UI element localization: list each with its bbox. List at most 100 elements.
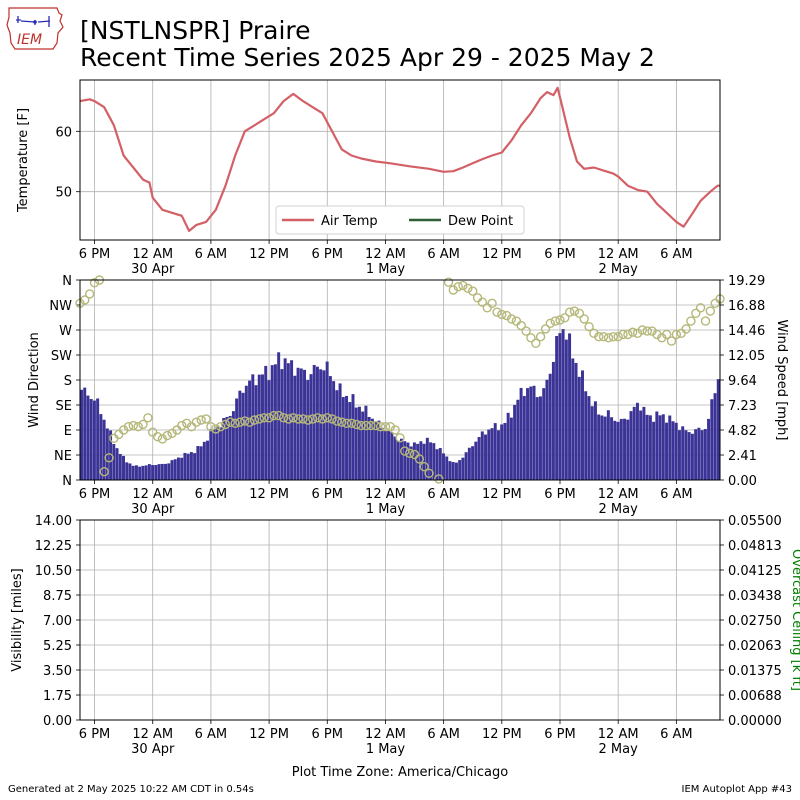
x-tick-label: 6 PM: [312, 727, 343, 742]
wind-speed-bar: [176, 457, 180, 480]
wind-direction-marker: [453, 282, 463, 292]
wind-speed-bar: [244, 385, 248, 480]
wind-speed-bar: [267, 380, 271, 480]
wind-speed-bar: [154, 465, 158, 480]
plot-frame: [79, 79, 721, 241]
ceiling-axis-label: Overcast Ceiling [k ft]: [789, 549, 800, 691]
wind-speed-bar: [354, 407, 358, 480]
x-axis-label: Plot Time Zone: America/Chicago: [292, 765, 508, 780]
wind-direction-marker: [380, 422, 391, 432]
wind-speed-bar: [665, 422, 669, 480]
wind-direction-marker: [671, 329, 682, 340]
x-date-label: 30 Apr: [131, 742, 175, 757]
wind-speed-bar: [571, 358, 575, 480]
direction-tick-label: SE: [56, 399, 72, 414]
wind-direction-marker: [274, 410, 284, 421]
wind-speed-bar: [351, 394, 355, 480]
wind-direction-marker: [283, 414, 294, 424]
wind-speed-bar: [577, 376, 581, 480]
direction-tick-label: NW: [49, 299, 72, 314]
wind-speed-bar: [529, 386, 533, 480]
x-date-label: 2 May: [599, 502, 639, 517]
wind-direction-marker: [240, 416, 250, 426]
iem-logo: IEM: [6, 7, 64, 50]
wind-speed-bar: [125, 462, 129, 480]
wind-speed-bar: [225, 416, 229, 480]
x-tick-label: 6 AM: [427, 487, 460, 502]
wind-speed-bar: [477, 437, 481, 480]
wind-speed-bar: [257, 374, 261, 480]
wind-speed-bar: [687, 432, 691, 480]
wind-speed-bar: [558, 333, 562, 480]
wind-direction-marker: [104, 453, 114, 463]
wind-speed-bar: [238, 390, 242, 480]
wind-direction-marker: [662, 329, 672, 340]
wind-direction-marker: [637, 325, 648, 335]
wind-speed-bar: [209, 429, 213, 480]
visibility-axis-label: Visibility [miles]: [10, 568, 25, 671]
wind-speed-bar: [522, 395, 526, 480]
wind-speed-bar: [632, 406, 636, 480]
wind-direction-marker: [225, 417, 236, 427]
x-tick-label: 6 AM: [195, 727, 228, 742]
wind-direction-marker: [298, 414, 308, 424]
wind-speed-bar: [112, 443, 116, 480]
wind-speed-bar: [134, 465, 138, 480]
app-footer: IEM Autoplot App #43: [681, 784, 792, 795]
wind-speed-bar: [303, 369, 306, 480]
wind-speed-bar: [681, 426, 685, 480]
wind-direction-marker: [550, 316, 560, 326]
wind-speed-bar: [545, 379, 549, 480]
wind-speed-bar: [471, 446, 475, 480]
wind-direction-marker: [516, 320, 526, 331]
wind-speed-bar: [345, 395, 349, 480]
wind-direction-marker: [405, 448, 415, 458]
wind-direction-marker: [356, 420, 366, 431]
wind-speed-bar: [661, 414, 665, 480]
wind-speed-bar: [280, 369, 284, 480]
speed-tick-label: 2.41: [728, 449, 757, 464]
x-tick-label: 6 PM: [312, 247, 343, 262]
wind-speed-bar: [474, 441, 478, 480]
x-tick-label: 6 AM: [427, 247, 460, 262]
wind-speed-bar: [286, 363, 290, 480]
chart-title-period: Recent Time Series 2025 Apr 29 - 2025 Ma…: [80, 43, 655, 72]
wind-direction-marker: [695, 303, 706, 313]
wind-speed-bar: [80, 389, 83, 480]
wind-speed-bar: [387, 431, 391, 480]
wind-speed-bar: [193, 453, 197, 480]
wind-speed-bar: [568, 333, 572, 480]
wind-speed-bar: [454, 462, 458, 480]
wind-direction-marker: [128, 420, 139, 431]
speed-tick-label: 14.46: [728, 324, 765, 339]
wind-speed-bar: [403, 441, 407, 480]
wind-speed-bar: [574, 362, 578, 480]
wind-speed-bar: [648, 415, 652, 480]
wind-speed-bar: [147, 464, 151, 480]
wind-direction-marker: [511, 316, 522, 326]
wind-direction-marker: [434, 474, 444, 484]
wind-speed-bar: [306, 380, 310, 480]
visibility-tick-label: 1.75: [43, 689, 72, 704]
wind-direction-marker: [191, 417, 202, 427]
wind-speed-bar: [241, 392, 245, 480]
wind-direction-marker: [371, 420, 381, 431]
ceiling-tick-label: 0.00688: [728, 689, 782, 704]
wind-direction-marker: [254, 414, 265, 424]
wind-direction-marker: [259, 413, 269, 423]
wind-speed-bar: [538, 396, 542, 480]
wind-speed-bar: [86, 395, 90, 480]
wind-speed-bar: [128, 463, 132, 480]
wind-direction-marker: [598, 332, 609, 342]
wind-direction-marker: [623, 329, 633, 340]
wind-speed-bar: [519, 387, 523, 480]
wind-speed-bar: [597, 414, 601, 480]
wind-speed-bar: [671, 421, 675, 480]
wind-direction-marker: [278, 413, 289, 423]
direction-tick-label: N: [62, 274, 72, 289]
direction-tick-label: SW: [51, 349, 72, 364]
wind-speed-bar: [438, 448, 442, 480]
wind-direction-marker: [521, 326, 531, 336]
speed-tick-label: 19.29: [728, 274, 765, 289]
x-date-label: 30 Apr: [131, 262, 175, 277]
